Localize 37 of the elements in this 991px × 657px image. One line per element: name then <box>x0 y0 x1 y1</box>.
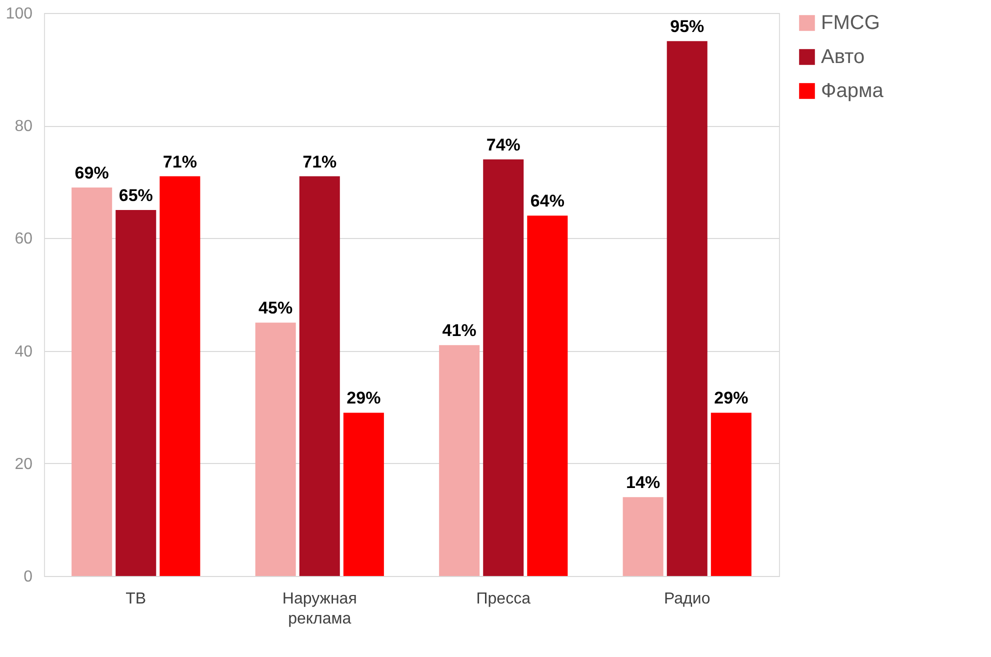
x-tick-label: Наружная реклама <box>282 590 357 628</box>
data-label: 71% <box>302 152 337 172</box>
data-label: 74% <box>486 135 520 154</box>
data-label: 45% <box>258 298 293 318</box>
bar <box>72 188 112 576</box>
y-tick-label: 100 <box>6 6 33 22</box>
x-tick-label: Пресса <box>476 590 531 608</box>
y-tick-label: 40 <box>14 343 33 360</box>
y-tick-label: 60 <box>14 230 33 248</box>
data-label: 14% <box>626 473 660 492</box>
data-label: 29% <box>714 388 748 408</box>
data-label: 64% <box>530 192 564 211</box>
bar <box>622 497 664 576</box>
bar <box>299 176 340 576</box>
data-label: 71% <box>162 152 197 172</box>
bar <box>710 412 752 576</box>
data-label: 41% <box>442 321 476 340</box>
bar <box>666 41 708 576</box>
y-tick-label: 80 <box>14 118 33 136</box>
bar <box>527 216 568 576</box>
bar <box>160 176 200 576</box>
data-label: 69% <box>74 164 109 183</box>
legend-label: FMCG <box>821 12 880 34</box>
x-tick-label: ТВ <box>126 590 146 608</box>
bar <box>116 210 156 576</box>
bar <box>439 345 480 576</box>
y-tick-label: 0 <box>24 568 33 586</box>
data-label: 95% <box>670 17 704 36</box>
bar <box>343 412 384 576</box>
x-tick-label: Радио <box>664 590 710 608</box>
bar <box>255 322 296 576</box>
data-label: 29% <box>346 388 381 408</box>
legend-label: Авто <box>821 46 865 68</box>
bar <box>483 159 524 576</box>
data-label: 65% <box>118 186 153 206</box>
legend-label: Фарма <box>821 80 884 102</box>
y-tick-label: 20 <box>14 456 33 473</box>
